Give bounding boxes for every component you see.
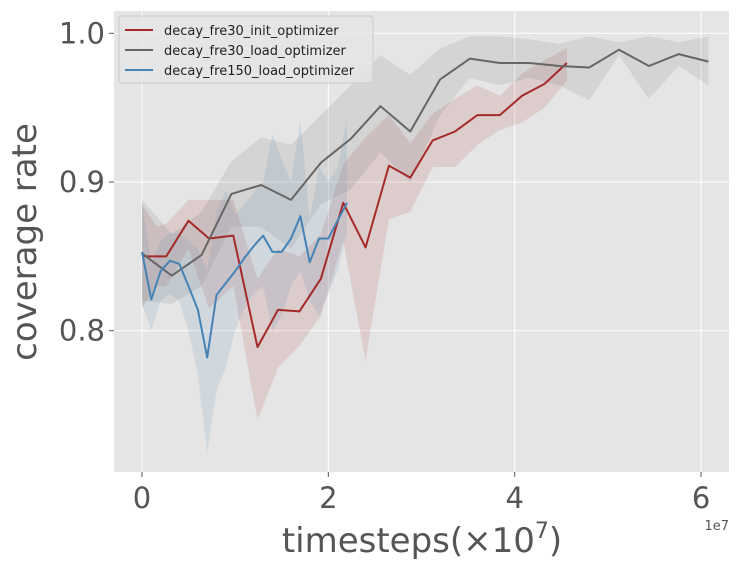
x-tick-label: 4 bbox=[505, 481, 523, 515]
x-tick-label: 6 bbox=[692, 481, 710, 515]
y-axis-label: coverage rate bbox=[5, 123, 45, 361]
series-line-1 bbox=[142, 62, 568, 349]
legend-label-2: decay_fre30_load_optimizer bbox=[164, 44, 347, 59]
plot-area bbox=[114, 11, 729, 472]
confidence-band-1 bbox=[142, 48, 567, 420]
y-tick-label: 1.0 bbox=[59, 16, 105, 50]
legend-box bbox=[118, 15, 374, 84]
x-axis-label-sup: 7 bbox=[535, 519, 549, 544]
series-line-3 bbox=[141, 202, 348, 359]
x-axis-label-end: ) bbox=[549, 521, 562, 561]
x-axis-offset-text: 1e7 bbox=[704, 519, 729, 534]
x-tick-label: 0 bbox=[133, 481, 151, 515]
series-line-2 bbox=[141, 48, 709, 277]
x-axis-ticks: 0 2 4 6 bbox=[133, 472, 710, 515]
x-axis-label-base: timesteps(×10 bbox=[282, 521, 535, 561]
y-axis-ticks: 0.8 0.9 1.0 bbox=[59, 16, 114, 348]
confidence-band-2 bbox=[142, 36, 709, 305]
y-tick-label: 0.9 bbox=[59, 165, 105, 199]
y-tick-label: 0.8 bbox=[59, 314, 105, 348]
legend: decay_fre30_init_optimizer decay_fre30_lo… bbox=[118, 15, 374, 84]
legend-label-1: decay_fre30_init_optimizer bbox=[164, 24, 339, 39]
series-lines bbox=[141, 48, 709, 359]
x-axis-label: timesteps(×107) bbox=[282, 519, 562, 561]
legend-label-3: decay_fre150_load_optimizer bbox=[164, 64, 355, 79]
x-tick-label: 2 bbox=[319, 481, 337, 515]
